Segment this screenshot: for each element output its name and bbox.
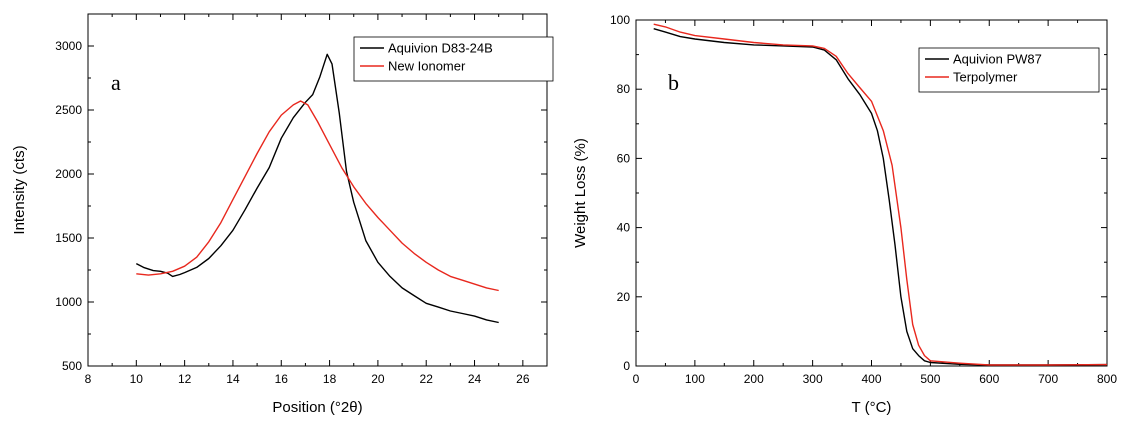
- plot-frame: [87, 13, 548, 367]
- legend: Aquivion D83-24B New Ionomer: [353, 36, 554, 82]
- y-tick-label: 40: [617, 221, 631, 235]
- legend-entry-1: Aquivion PW87: [953, 52, 1042, 67]
- series-line-1: [135, 53, 499, 324]
- y-tick-label: 100: [610, 13, 630, 27]
- x-axis-label: Position (°2θ): [272, 399, 362, 416]
- x-tick-label: 200: [744, 372, 764, 386]
- legend-box: [918, 47, 1100, 93]
- y-tick-label: 20: [617, 290, 631, 304]
- legend: Aquivion PW87 Terpolymer: [918, 47, 1100, 93]
- x-tick-label: 300: [803, 372, 823, 386]
- legend-entry-2: New Ionomer: [388, 59, 466, 74]
- x-tick-label: 100: [685, 372, 705, 386]
- x-tick-label: 0: [633, 372, 640, 386]
- y-axis-label: Intensity (cts): [11, 145, 28, 234]
- x-tick-label: 24: [468, 372, 482, 386]
- y-tick-label: 0: [623, 359, 630, 373]
- y-tick-label: 1000: [55, 295, 82, 309]
- series-line-2: [136, 100, 499, 292]
- series-line-1: [653, 28, 1107, 366]
- legend-box: [353, 36, 554, 82]
- x-tick-label: 400: [861, 372, 881, 386]
- legend-entry-2: Terpolymer: [953, 70, 1018, 85]
- series-line-2: [653, 23, 1107, 366]
- y-tick-label: 60: [617, 151, 631, 165]
- x-tick-label: 26: [516, 372, 530, 386]
- x-tick-label: 600: [979, 372, 999, 386]
- legend-entry-1: Aquivion D83-24B: [388, 41, 493, 56]
- x-tick-label: 10: [130, 372, 144, 386]
- x-axis-label: T (°C): [852, 399, 892, 416]
- x-tick-label: 14: [226, 372, 240, 386]
- y-tick-label: 80: [617, 82, 631, 96]
- y-tick-label: 2500: [55, 103, 82, 117]
- y-tick-label: 1500: [55, 231, 82, 245]
- y-axis-label: Weight Loss (%): [572, 138, 589, 248]
- x-tick-label: 8: [85, 372, 92, 386]
- y-tick-label: 2000: [55, 167, 82, 181]
- x-tick-label: 18: [323, 372, 337, 386]
- x-tick-label: 20: [371, 372, 385, 386]
- x-tick-label: 12: [178, 372, 192, 386]
- x-tick-label: 500: [920, 372, 940, 386]
- chart-panel-a: 8 10 12 14 16 18 20 22 24 26 500 1000 1500 2000 2500 30…: [11, 13, 554, 416]
- x-tick-label: 700: [1038, 372, 1058, 386]
- x-tick-label: 22: [420, 372, 434, 386]
- x-tick-label: 800: [1097, 372, 1117, 386]
- y-tick-label: 500: [62, 359, 82, 373]
- panel-label: a: [111, 70, 121, 95]
- chart-panel-b: 0 100 200 300 400 500 600 700 800 0 20 40 60 80 100 T (…: [572, 13, 1117, 416]
- y-tick-label: 3000: [55, 39, 82, 53]
- x-tick-label: 16: [275, 372, 289, 386]
- panel-label: b: [668, 70, 679, 95]
